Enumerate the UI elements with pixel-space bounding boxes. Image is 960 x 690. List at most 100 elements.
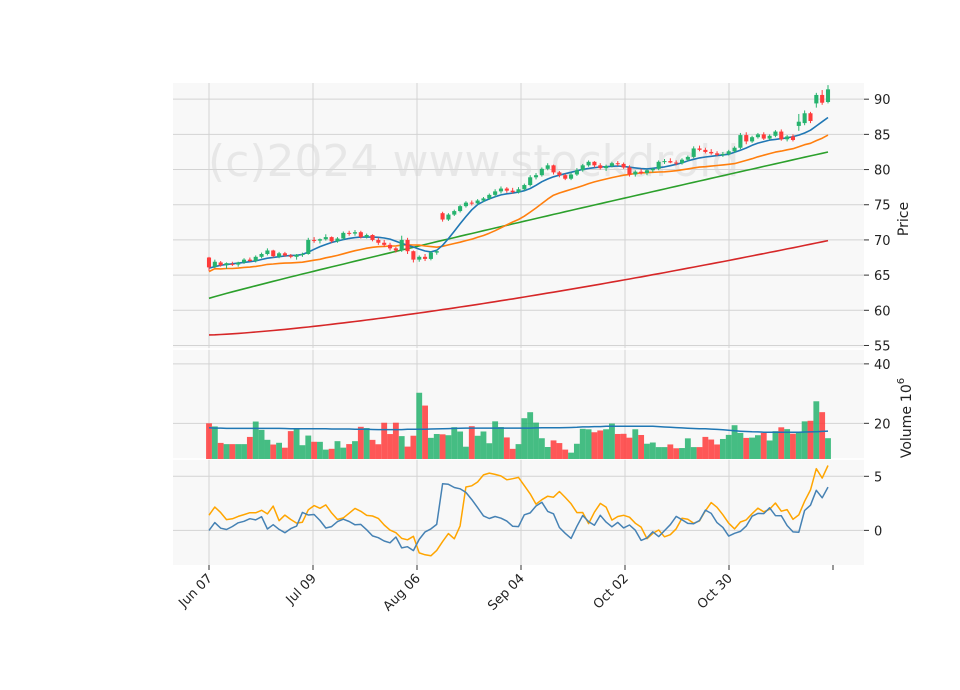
volume-bar	[317, 441, 323, 459]
volume-bar	[223, 444, 230, 459]
volume-bar	[825, 438, 831, 459]
candle-body	[820, 94, 825, 103]
candle-body	[329, 237, 334, 242]
volume-bar	[597, 430, 604, 459]
volume-axis-label: Volume 106	[896, 378, 915, 458]
volume-bar	[667, 444, 674, 459]
candle-body	[440, 213, 445, 220]
volume-bar	[784, 429, 791, 459]
candle-body	[779, 131, 784, 140]
candle-body	[405, 239, 410, 252]
candle-body	[475, 200, 480, 204]
volume-bar	[217, 442, 224, 459]
volume-bar	[632, 429, 639, 459]
volume-bar	[211, 426, 218, 459]
volume-bar	[463, 446, 469, 459]
oscillator-lines	[208, 465, 829, 557]
candle-body	[277, 253, 282, 257]
price-y-tick-label: 85	[874, 128, 891, 143]
volume-bar	[749, 437, 756, 459]
candle-body	[206, 257, 212, 268]
volume-bar	[392, 422, 399, 459]
candle-body	[761, 134, 766, 139]
volume-bar	[702, 436, 709, 459]
volume-bar	[457, 431, 464, 459]
candle-body	[551, 165, 556, 173]
volume-bar	[410, 435, 417, 459]
volume-bar	[766, 440, 773, 459]
x-tick-label: Jul 09	[283, 571, 320, 608]
price-axis-label: Price	[896, 202, 912, 236]
candle-body	[282, 253, 287, 256]
volume-bar	[416, 392, 423, 459]
volume-bar	[801, 421, 808, 459]
ma-slow-line	[208, 151, 829, 300]
volume-bar	[760, 432, 767, 459]
volume-bar	[387, 434, 393, 459]
candle-body	[685, 156, 690, 160]
candle-body	[755, 134, 760, 138]
volume-bar	[422, 405, 428, 459]
candle-body	[411, 251, 416, 260]
volume-bar	[503, 437, 510, 459]
volume-bar	[311, 441, 318, 459]
candle-body	[738, 135, 743, 148]
volume-axis-label-text: Volume	[899, 406, 915, 458]
candlesticks	[206, 85, 831, 271]
volume-bar	[281, 447, 288, 459]
volume-bar	[498, 427, 504, 459]
candle-body	[393, 248, 398, 251]
volume-bar	[579, 428, 586, 459]
volume-bar	[363, 428, 370, 459]
volume-bar	[451, 427, 458, 459]
volume-bar	[293, 428, 300, 459]
candle-body	[650, 168, 655, 171]
candle-body	[709, 151, 714, 154]
price-y-tick-label: 90	[874, 93, 891, 108]
candle-body	[247, 259, 252, 262]
oscillator-y-tick-label: 5	[874, 470, 882, 485]
volume-bar	[340, 447, 347, 459]
candle-body	[487, 194, 492, 199]
price-y-tick-label: 70	[874, 234, 891, 249]
volume-bar	[807, 420, 814, 459]
volume-bar	[515, 444, 522, 459]
candle-body	[469, 202, 474, 204]
candle-body	[341, 232, 346, 239]
candle-body	[574, 170, 579, 175]
candle-body	[586, 161, 591, 166]
candle-body	[557, 172, 562, 176]
candle-body	[790, 136, 796, 140]
candle-body	[679, 159, 685, 164]
volume-bar	[252, 421, 259, 459]
x-tick-label: Oct 02	[591, 571, 632, 612]
candle-body	[452, 211, 457, 215]
volume-bar	[544, 446, 551, 459]
volume-bar	[661, 447, 668, 459]
x-tick-label: Aug 06	[381, 571, 424, 614]
x-tick-label: Sep 04	[485, 571, 528, 614]
candle-body	[633, 171, 638, 175]
volume-bar	[591, 432, 598, 459]
candle-body	[434, 251, 439, 253]
candle-body	[259, 254, 264, 257]
candle-body	[323, 237, 328, 240]
volume-bar	[743, 437, 750, 459]
volume-axis-exponent-power: 6	[896, 378, 907, 384]
volume-bar	[480, 431, 487, 459]
candle-body	[230, 263, 235, 265]
oscillator-line-a	[208, 482, 829, 552]
volume-bar	[270, 444, 277, 459]
candle-body	[528, 177, 533, 186]
volume-bar	[725, 434, 732, 459]
candle-body	[212, 261, 217, 267]
candle-body	[481, 198, 486, 201]
ma-long-line	[208, 239, 829, 336]
volume-bar	[206, 423, 212, 459]
volume-bar	[620, 433, 627, 459]
volume-ma-line-group	[208, 425, 829, 433]
volume-bar	[404, 446, 411, 459]
volume-bar	[474, 435, 481, 459]
candle-body	[674, 162, 679, 164]
volume-bar	[649, 442, 656, 459]
